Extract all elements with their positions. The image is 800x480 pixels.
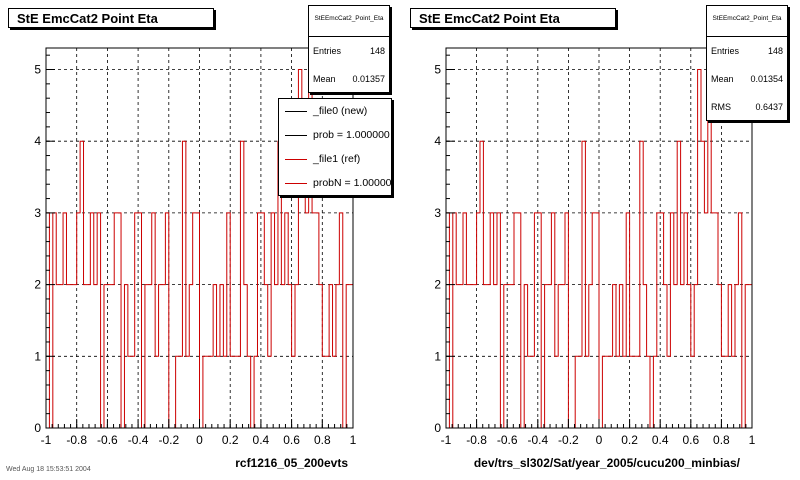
stats-label: Entries xyxy=(711,46,740,56)
stats-label: Mean xyxy=(313,74,336,84)
x-tick-label: -0.4 xyxy=(527,433,548,447)
legend-entry: _file0 (new) xyxy=(279,99,391,123)
plot-title-text-left: StE EmcCat2 Point Eta xyxy=(17,11,158,26)
legend-swatch xyxy=(285,159,307,160)
stats-value: 148 xyxy=(369,46,385,56)
x-tick-label: 0.6 xyxy=(682,433,699,447)
y-tick-label: 2 xyxy=(434,278,441,292)
stats-value: 148 xyxy=(767,46,783,56)
plot-title-left: StE EmcCat2 Point Eta xyxy=(8,8,214,28)
x-tick-label: 0.4 xyxy=(253,433,270,447)
stats-label: Entries xyxy=(313,46,342,56)
stats-label: Mean xyxy=(711,74,734,84)
legend-box: _file0 (new) prob = 1.000000 _file1 (ref… xyxy=(278,98,392,196)
stats-row-entries-left: Entries 148 xyxy=(309,37,389,65)
x-tick-label: 0.2 xyxy=(621,433,638,447)
legend-entry: prob = 1.000000 xyxy=(279,123,391,147)
x-tick-label: -0.4 xyxy=(128,433,149,447)
stats-value: 0.01354 xyxy=(750,74,783,84)
legend-swatch xyxy=(285,111,307,112)
stats-label: RMS xyxy=(711,102,731,112)
stats-row-entries-right: Entries 148 xyxy=(707,37,787,65)
legend-label: _file0 (new) xyxy=(313,105,368,117)
x-tick-label: 0.6 xyxy=(283,433,300,447)
x-tick-label: -0.2 xyxy=(158,433,179,447)
y-tick-label: 4 xyxy=(34,134,41,148)
y-tick-label: 0 xyxy=(434,421,441,435)
x-tick-label: 0.2 xyxy=(222,433,239,447)
x-tick-label: 1 xyxy=(350,433,357,447)
y-tick-label: 1 xyxy=(34,349,41,363)
x-axis-title-right: dev/trs_sl302/Sat/year_2005/cucu200_minb… xyxy=(473,456,740,470)
x-tick-label: -1 xyxy=(441,433,452,447)
x-tick-label: -1 xyxy=(41,433,52,447)
legend-label: probN = 1.000000 xyxy=(313,177,392,189)
stats-box-right: StEEmcCat2_Point_Eta Entries 148 Mean 0.… xyxy=(706,5,788,121)
x-tick-label: -0.2 xyxy=(558,433,579,447)
y-tick-label: 5 xyxy=(34,63,41,77)
stats-row-mean-right: Mean 0.01354 xyxy=(707,65,787,93)
x-tick-label: 0.8 xyxy=(713,433,730,447)
x-tick-label: -0.6 xyxy=(497,433,518,447)
y-tick-label: 0 xyxy=(34,421,41,435)
legend-label: prob = 1.000000 xyxy=(313,129,390,141)
x-tick-label: 1 xyxy=(749,433,756,447)
stats-row-rms-right: RMS 0.6437 xyxy=(707,93,787,121)
footer-timestamp: Wed Aug 18 15:53:51 2004 xyxy=(6,466,91,473)
legend-entry: _file1 (ref) xyxy=(279,147,391,171)
x-axis-title-left: rcf1216_05_200evts xyxy=(235,456,348,470)
legend-swatch xyxy=(285,183,307,184)
stats-box-left: StEEmcCat2_Point_Eta Entries 148 Mean 0.… xyxy=(308,5,390,93)
stats-header-right: StEEmcCat2_Point_Eta xyxy=(707,6,787,37)
y-tick-label: 3 xyxy=(434,206,441,220)
legend-swatch xyxy=(285,135,307,136)
y-tick-label: 5 xyxy=(434,63,441,77)
legend-label: _file1 (ref) xyxy=(313,153,361,165)
x-tick-label: -0.6 xyxy=(97,433,118,447)
histogram-series-right xyxy=(445,69,753,429)
x-tick-label: 0 xyxy=(596,433,603,447)
y-tick-label: 4 xyxy=(434,134,441,148)
x-tick-label: -0.8 xyxy=(466,433,487,447)
x-tick-label: 0.8 xyxy=(314,433,331,447)
stats-header-left: StEEmcCat2_Point_Eta xyxy=(309,6,389,37)
y-tick-label: 1 xyxy=(434,349,441,363)
stats-row-mean-left: Mean 0.01357 xyxy=(309,65,389,93)
stats-value: 0.6437 xyxy=(755,102,783,112)
plot-title-text-right: StE EmcCat2 Point Eta xyxy=(419,11,560,26)
stats-value: 0.01357 xyxy=(352,74,385,84)
y-tick-label: 3 xyxy=(34,206,41,220)
legend-entry: probN = 1.000000 xyxy=(279,171,391,195)
y-tick-label: 2 xyxy=(34,278,41,292)
x-tick-label: -0.8 xyxy=(66,433,87,447)
plot-title-right: StE EmcCat2 Point Eta xyxy=(410,8,616,28)
x-tick-label: 0 xyxy=(196,433,203,447)
x-tick-label: 0.4 xyxy=(652,433,669,447)
